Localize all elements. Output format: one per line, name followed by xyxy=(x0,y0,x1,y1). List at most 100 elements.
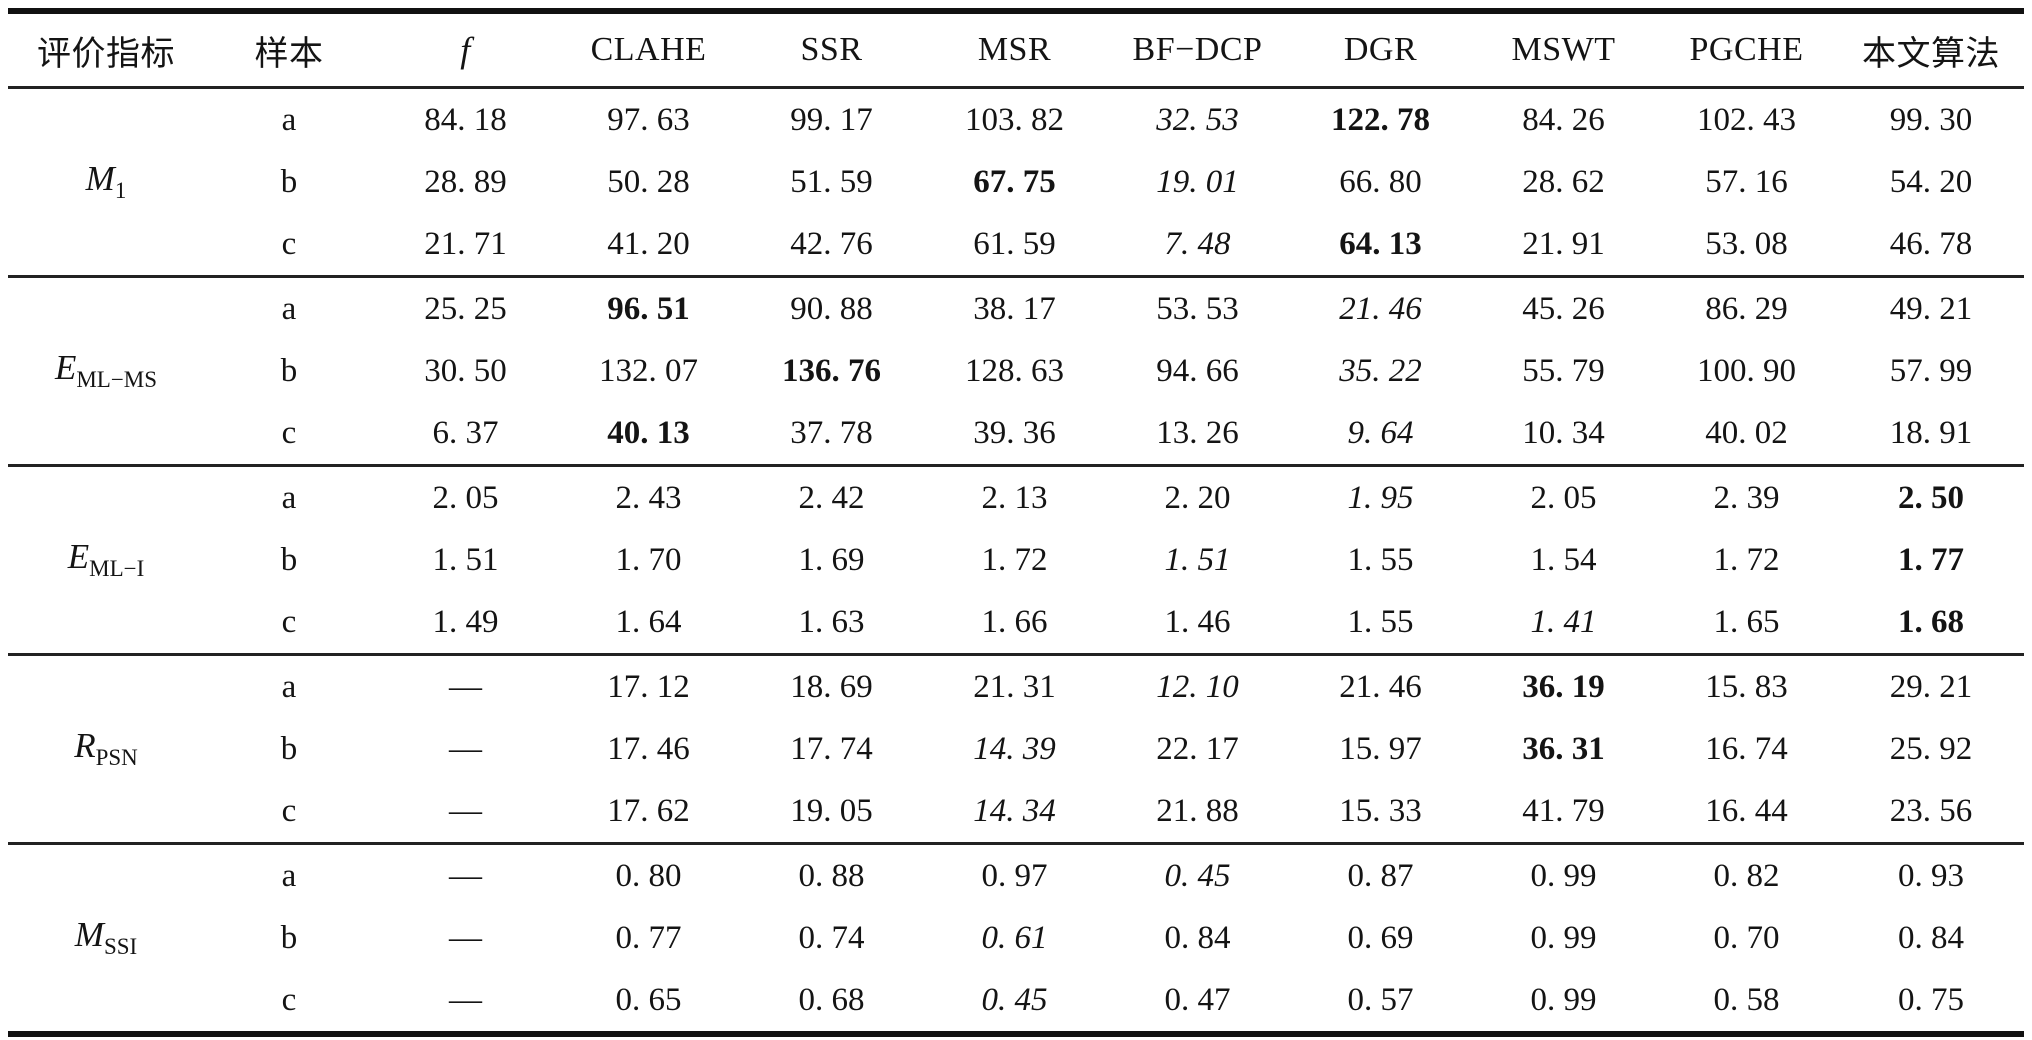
value-cell: 10. 34 xyxy=(1522,414,1605,451)
value-cell: 18. 69 xyxy=(790,668,873,705)
value-cell: 67. 75 xyxy=(973,163,1056,200)
value-cell: — xyxy=(449,919,482,956)
value-cell: 0. 93 xyxy=(1898,857,1964,894)
value-cell: 0. 82 xyxy=(1713,857,1780,894)
value-cell: 0. 75 xyxy=(1898,981,1964,1018)
value-cell: 1. 77 xyxy=(1898,541,1964,578)
value-cell: 36. 31 xyxy=(1522,730,1605,767)
value-cell: 14. 39 xyxy=(973,730,1056,767)
metric-label: M1 xyxy=(8,88,204,277)
metric-label: EML−I xyxy=(8,466,204,655)
value-cell: 7. 48 xyxy=(1164,225,1231,262)
value-cell: 99. 17 xyxy=(790,101,873,138)
table-row: b 1. 51 1. 70 1. 69 1. 72 1. 51 1. 55 1. 54 1. 7… xyxy=(8,529,2024,591)
value-cell: 41. 20 xyxy=(607,225,690,262)
table-row: c 6. 37 40. 13 37. 78 39. 36 13. 26 9. 64 10. 3… xyxy=(8,402,2024,466)
metric-label: EML−MS xyxy=(8,277,204,466)
value-cell: 1. 46 xyxy=(1164,603,1231,640)
value-cell: 21. 91 xyxy=(1522,225,1605,262)
value-cell: 1. 54 xyxy=(1530,541,1597,578)
table-row: EML−MS a 25. 25 96. 51 90. 88 38. 17 53. 53 21.… xyxy=(8,276,2024,393)
value-cell: 36. 19 xyxy=(1522,668,1605,705)
value-cell: 12. 10 xyxy=(1156,668,1239,705)
value-cell: 22. 17 xyxy=(1156,730,1239,767)
table-row: c — 17. 62 19. 05 14. 34 21. 88 15. 33 41. 79 16… xyxy=(8,780,2024,844)
value-cell: 128. 63 xyxy=(965,352,1064,389)
value-cell: 102. 43 xyxy=(1697,101,1796,138)
value-cell: 21. 88 xyxy=(1156,792,1239,829)
value-cell: 132. 07 xyxy=(599,352,698,389)
value-cell: 1. 66 xyxy=(981,603,1048,640)
value-cell: 17. 12 xyxy=(607,668,690,705)
value-cell: 61. 59 xyxy=(973,225,1056,262)
sample-label: c xyxy=(281,225,297,262)
header-dgr: DGR xyxy=(1343,31,1418,68)
value-cell: — xyxy=(449,857,482,894)
value-cell: 1. 55 xyxy=(1347,541,1414,578)
value-cell: 136. 76 xyxy=(782,352,881,389)
header-clahe: CLAHE xyxy=(590,31,707,68)
value-cell: 0. 47 xyxy=(1164,981,1231,1018)
sample-label: c xyxy=(281,792,297,829)
metrics-table: 评价指标 样本 f CLAHE SSR MSR BF−DCP DGR MSWT … xyxy=(8,8,2024,1037)
metric-label: MSSI xyxy=(8,844,204,1035)
value-cell: 0. 77 xyxy=(615,919,682,956)
value-cell: 1. 64 xyxy=(615,603,682,640)
value-cell: 0. 61 xyxy=(981,919,1048,956)
value-cell: 1. 51 xyxy=(1164,541,1231,578)
header-bf-dcp: BF−DCP xyxy=(1132,31,1263,68)
value-cell: 39. 36 xyxy=(973,414,1056,451)
header-f: f xyxy=(460,30,471,70)
value-cell: 2. 50 xyxy=(1898,479,1964,516)
sample-label: b xyxy=(280,541,298,578)
value-cell: 0. 99 xyxy=(1530,919,1597,956)
value-cell: 38. 17 xyxy=(973,290,1056,327)
value-cell: 84. 26 xyxy=(1522,101,1605,138)
value-cell: 1. 69 xyxy=(798,541,865,578)
value-cell: 84. 18 xyxy=(424,101,507,138)
value-cell: 35. 22 xyxy=(1339,352,1422,389)
value-cell: 0. 84 xyxy=(1898,919,1964,956)
metric-subscript: 1 xyxy=(114,178,127,204)
value-cell: 2. 39 xyxy=(1713,479,1780,516)
table-row: b — 17. 46 17. 74 14. 39 22. 17 15. 97 36. 31 16… xyxy=(8,718,2024,780)
value-cell: 57. 16 xyxy=(1705,163,1788,200)
table-row: c 21. 71 41. 20 42. 76 61. 59 7. 48 64. 13 21. … xyxy=(8,213,2024,277)
sample-label: a xyxy=(281,101,297,138)
value-cell: 122. 78 xyxy=(1331,101,1430,138)
value-cell: 41. 79 xyxy=(1522,792,1605,829)
value-cell: 0. 84 xyxy=(1164,919,1231,956)
value-cell: 66. 80 xyxy=(1339,163,1422,200)
header-pgche: PGCHE xyxy=(1689,31,1804,68)
value-cell: 55. 79 xyxy=(1522,352,1605,389)
metric-subscript: PSN xyxy=(95,745,138,771)
value-cell: 86. 29 xyxy=(1705,290,1788,327)
value-cell: 53. 53 xyxy=(1156,290,1239,327)
value-cell: 17. 62 xyxy=(607,792,690,829)
metric-subscript: ML−I xyxy=(89,556,145,582)
sample-label: b xyxy=(280,163,298,200)
table-row: M1 a 84. 18 97. 63 99. 17 103. 82 32. 53 122. 7… xyxy=(8,88,2024,204)
value-cell: 1. 63 xyxy=(798,603,865,640)
value-cell: 29. 21 xyxy=(1889,668,1973,705)
value-cell: 21. 46 xyxy=(1339,290,1422,327)
value-cell: 96. 51 xyxy=(607,290,690,327)
metric-label: RPSN xyxy=(8,655,204,844)
metric-subscript: ML−MS xyxy=(76,367,158,393)
value-cell: 64. 13 xyxy=(1339,225,1422,262)
table-row: c — 0. 65 0. 68 0. 45 0. 47 0. 57 0. 99 0. 58 0. … xyxy=(8,969,2024,1034)
value-cell: 19. 05 xyxy=(790,792,873,829)
header-ssr: SSR xyxy=(800,31,863,68)
value-cell: 28. 89 xyxy=(424,163,507,200)
value-cell: 2. 05 xyxy=(432,479,499,516)
value-cell: 0. 68 xyxy=(798,981,865,1018)
value-cell: 25. 25 xyxy=(424,290,507,327)
sample-label: a xyxy=(281,290,297,327)
value-cell: 53. 08 xyxy=(1705,225,1788,262)
value-cell: 0. 45 xyxy=(1164,857,1231,894)
value-cell: 0. 69 xyxy=(1347,919,1414,956)
value-cell: 49. 21 xyxy=(1889,290,1973,327)
header-mswt: MSWT xyxy=(1511,31,1616,68)
value-cell: 42. 76 xyxy=(790,225,873,262)
header-proposed-method: 本文算法 xyxy=(1862,35,2000,73)
